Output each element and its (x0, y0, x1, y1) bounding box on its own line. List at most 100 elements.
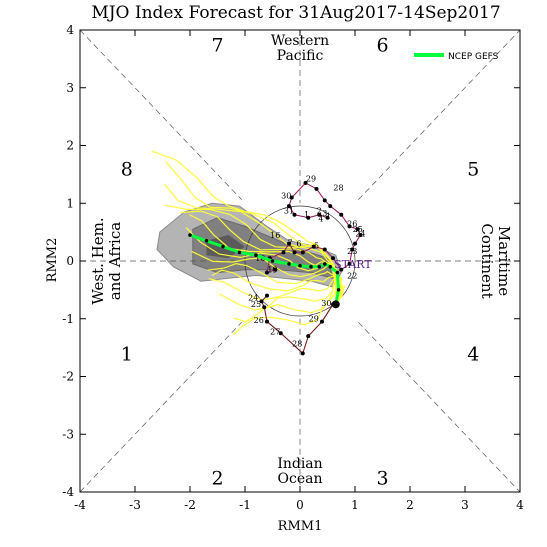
observed-day-label: 3 (322, 209, 327, 218)
diagonal-line-ne (358, 29, 521, 201)
observed-day-label: 7 (288, 238, 293, 247)
phase-label: 1 (121, 343, 133, 365)
x-tick-label: 3 (461, 498, 469, 512)
region-label-right: Maritime (495, 226, 513, 296)
unit-circle (244, 205, 356, 317)
observed-point (265, 319, 269, 324)
observed-point (265, 270, 269, 275)
region-label-right: Continent (478, 223, 496, 298)
observed-point (355, 227, 360, 232)
y-tick-label: -3 (62, 427, 74, 441)
ensemble-mean-point (298, 263, 302, 268)
y-tick-label: 4 (66, 23, 74, 37)
x-tick-label: 0 (296, 498, 304, 512)
x-axis-label: RMM1 (278, 519, 323, 534)
observed-point (262, 305, 267, 310)
ensemble-member-line (151, 150, 337, 305)
start-label: START (334, 258, 372, 271)
x-tick-label: -3 (129, 498, 141, 512)
region-label-top: Pacific (277, 48, 324, 64)
observed-point (322, 247, 327, 252)
region-label-bottom: Ocean (278, 471, 323, 487)
ensemble-mean-point (237, 250, 242, 255)
y-tick-label: 2 (66, 139, 74, 153)
ensemble-mean-point (221, 244, 225, 249)
observed-day-label: 6 (296, 240, 301, 249)
x-tick-label: -2 (184, 498, 196, 512)
observed-day-label: 26 (347, 219, 357, 228)
phase-label: 8 (121, 159, 133, 181)
diagonal-line-sw (79, 321, 242, 493)
observed-day-label: 2 (317, 207, 322, 216)
x-tick-label: -4 (74, 498, 86, 512)
start-point (331, 300, 340, 309)
observed-point (353, 241, 357, 246)
observed-day-label: 25 (353, 225, 363, 234)
x-tick-label: 2 (406, 498, 414, 512)
observed-point (281, 250, 286, 255)
ensemble-member-line (233, 285, 346, 336)
observed-day-label: 27 (270, 327, 280, 336)
region-label-top: Western (271, 33, 329, 49)
ensemble-mean-point (335, 270, 340, 275)
observed-day-label: 1 (326, 212, 331, 221)
observed-day-label: 25 (251, 300, 261, 309)
ensemble-mean-point (322, 262, 327, 266)
diagonal-line-se (358, 321, 521, 493)
observed-day-label: 24 (248, 293, 258, 302)
observed-point (300, 250, 305, 255)
diagonal-line-nw (79, 29, 242, 201)
observed-point (306, 215, 311, 220)
observed-day-label: 30 (321, 299, 331, 308)
observed-point (325, 215, 330, 220)
observed-point (278, 331, 283, 336)
observed-day-label: 22 (347, 271, 357, 280)
observed-day-label: 26 (254, 316, 264, 325)
observed-point (320, 319, 324, 324)
ensemble-member-line (208, 276, 343, 305)
observed-point (347, 261, 352, 266)
ensemble-mean-point (336, 288, 341, 292)
observed-point (358, 233, 363, 238)
ensemble-member-line (218, 278, 342, 311)
observed-track-1 (266, 182, 362, 274)
observed-point (303, 181, 308, 186)
observed-day-label: 4 (318, 215, 323, 224)
observed-day-label: 30 (281, 192, 291, 201)
phase-label: 2 (211, 468, 223, 490)
observed-point (317, 212, 322, 217)
observed-day-label: 28 (333, 184, 343, 193)
y-tick-label: -2 (62, 370, 74, 384)
region-label-left: and Africa (106, 222, 124, 300)
ensemble-mean-point (317, 264, 322, 269)
observed-point (322, 198, 327, 203)
x-tick-label: 1 (351, 498, 359, 512)
region-label-left: West. Hem. (89, 217, 107, 304)
ensemble-mean-point (204, 238, 209, 243)
ensemble-mean-point (287, 262, 291, 266)
observed-point (287, 241, 291, 246)
y-tick-label: 1 (66, 196, 74, 210)
phase-label: 4 (467, 343, 479, 365)
observed-point (292, 250, 297, 255)
observed-day-label: 29 (306, 174, 316, 183)
observed-point (314, 186, 319, 191)
observed-day-label: 24 (355, 230, 365, 239)
observed-point (289, 195, 294, 200)
observed-point (311, 244, 316, 249)
region-label-bottom: Indian (277, 456, 322, 472)
observed-day-label: 16 (270, 231, 280, 240)
y-axis-label: RMM2 (45, 238, 60, 283)
observed-day-label: 28 (292, 339, 302, 348)
observed-day-label: 1 (304, 211, 309, 220)
observed-point (350, 247, 355, 252)
x-tick-label: -1 (239, 498, 251, 512)
phase-label: 3 (376, 468, 388, 490)
ensemble-mean-point (270, 259, 275, 263)
observed-point (259, 299, 264, 304)
y-tick-label: 3 (66, 81, 74, 95)
x-tick-label: 4 (516, 498, 524, 512)
observed-day-label: 5 (314, 241, 319, 250)
ensemble-mean-point (188, 233, 192, 237)
chart-title: MJO Index Forecast for 31Aug2017-14Sep20… (91, 3, 500, 23)
